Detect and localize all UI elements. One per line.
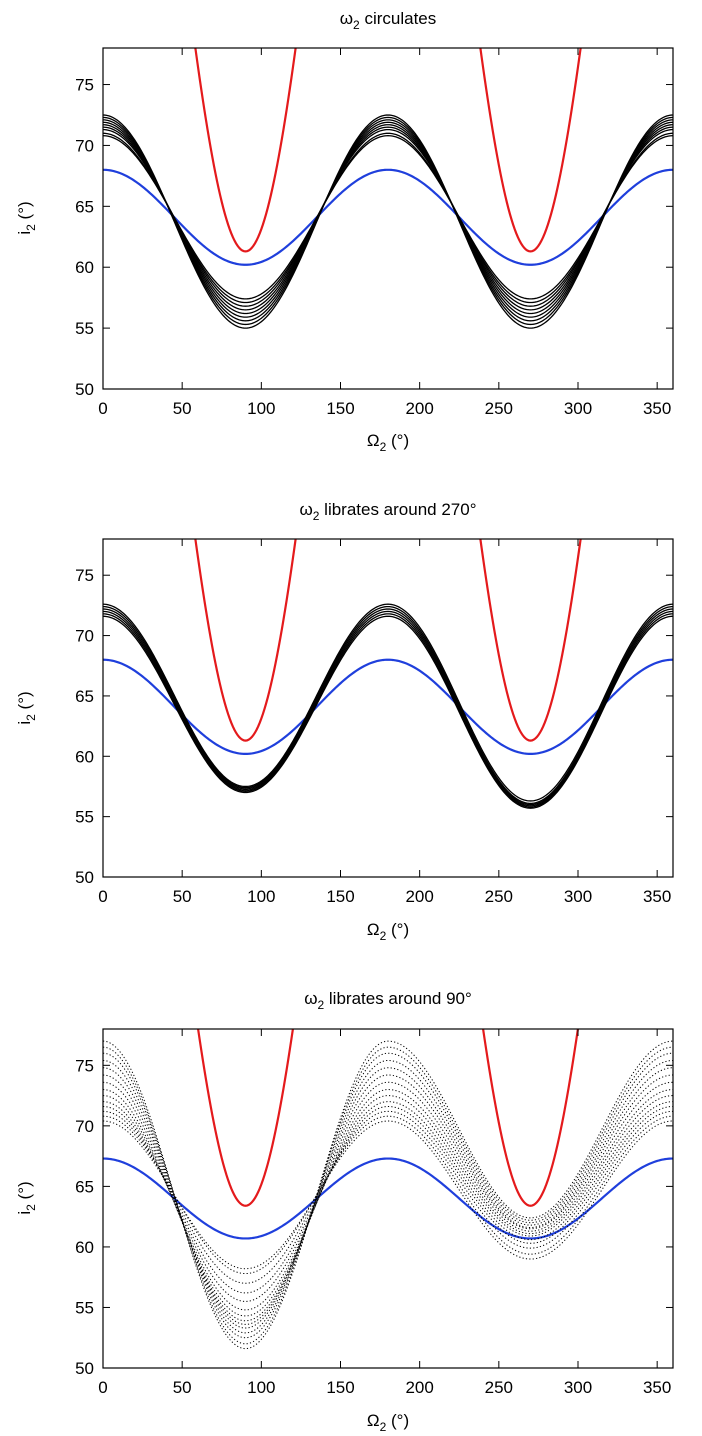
panel-2-y-tick-label: 70: [75, 627, 94, 646]
panel-1-x-tick-label: 350: [643, 399, 671, 418]
panel-3-x-tick-label: 300: [564, 1378, 592, 1397]
panel-1-series-layer: [103, 48, 673, 329]
panel-1-y-axis-label: i2 (°): [15, 201, 38, 234]
panel-3-orbit-trajectory: [103, 1101, 673, 1302]
panel-3-y-tick-label: 65: [75, 1177, 94, 1196]
panel-3-orbit-trajectory: [103, 1067, 673, 1329]
panel-1-red-curve: [194, 48, 582, 253]
panel-2-orbit-trajectory: [103, 603, 673, 802]
panel-3-series-layer: [103, 1029, 673, 1350]
panel-2-x-tick-label: 300: [564, 887, 592, 906]
panel-3: ω2 librates around 90° 0 50 100 150 200 250 30…: [15, 989, 674, 1434]
panel-3-x-tick-label: 50: [173, 1378, 192, 1397]
panel-1-x-tick-label: 100: [247, 399, 275, 418]
panel-2-y-tick-label: 60: [75, 747, 94, 766]
panel-3-orbit-trajectory: [103, 1052, 673, 1339]
panel-2-y-tick-label: 65: [75, 687, 94, 706]
panel-3-x-tick-label: 250: [485, 1378, 513, 1397]
panel-2-x-tick-label: 200: [405, 887, 433, 906]
panel-1-x-tick-label: 150: [326, 399, 354, 418]
panel-3-orbit-trajectory: [103, 1074, 673, 1325]
panel-2-blue-curve: [103, 658, 673, 755]
panel-1-x-tick-label: 250: [485, 399, 513, 418]
panel-1-y-tick-label: 65: [75, 197, 94, 216]
panel-2-title: ω2 librates around 270°: [299, 500, 476, 523]
panel-1-title: ω2 circulates: [340, 9, 437, 32]
panel-3-orbit-trajectory: [103, 1110, 673, 1284]
panel-1-plot-frame: [102, 47, 674, 390]
panel-3-plot-frame: [102, 1028, 674, 1369]
panel-1-orbit-trajectory: [103, 135, 673, 300]
panel-1-orbit-trajectory: [103, 126, 673, 311]
panel-2-series-layer: [103, 539, 673, 809]
panel-3-x-tick-label: 0: [98, 1378, 107, 1397]
panel-1-x-axis-label: Ω2 (°): [367, 431, 409, 454]
panel-3-orbit-trajectory: [103, 1089, 673, 1317]
panel-1-orbit-trajectory: [103, 124, 673, 315]
panel-1-y-tick-label: 55: [75, 319, 94, 338]
panel-3-orbit-trajectory: [103, 1095, 673, 1311]
panel-1-y-tick-label: 50: [75, 380, 94, 399]
panel-1-x-tick-label: 300: [564, 399, 592, 418]
panel-3-blue-curve: [103, 1157, 673, 1240]
panel-2-y-tick-label: 55: [75, 808, 94, 827]
panel-3-x-tick-label: 100: [247, 1378, 275, 1397]
panel-1-orbit-trajectory: [103, 119, 673, 322]
panel-1: ω2 circulates 0 50 100 150 200 250 300 35050556…: [15, 9, 674, 454]
panel-2-y-axis-label: i2 (°): [15, 691, 38, 724]
panel-3-red-curve: [196, 1029, 580, 1207]
panel-3-y-tick-label: 55: [75, 1298, 94, 1317]
panel-3-orbit-trajectory: [103, 1081, 673, 1322]
panel-2-x-tick-label: 0: [98, 887, 107, 906]
panel-2: ω2 librates around 270° 0 50 100 150 200 250 3…: [15, 500, 674, 943]
panel-3-y-tick-label: 75: [75, 1056, 94, 1075]
panel-2-x-tick-label: 100: [247, 887, 275, 906]
panel-2-plot-frame: [102, 538, 674, 878]
panel-2-orbit-trajectory: [103, 610, 673, 807]
panel-2-x-tick-label: 150: [326, 887, 354, 906]
panel-1-blue-curve: [103, 168, 673, 266]
panel-2-orbit-trajectory: [103, 608, 673, 806]
panel-3-orbit-trajectory: [103, 1040, 673, 1350]
panel-2-red-curve: [194, 539, 582, 742]
panel-1-orbit-trajectory: [103, 132, 673, 304]
panel-1-y-tick-label: 60: [75, 258, 94, 277]
panel-2-y-tick-label: 50: [75, 868, 94, 887]
panel-1-orbit-trajectory: [103, 128, 673, 307]
panel-1-x-tick-label: 50: [173, 399, 192, 418]
panel-2-y-tick-label: 75: [75, 566, 94, 585]
panel-2-orbit-trajectory: [103, 615, 673, 809]
panel-3-orbit-trajectory: [103, 1105, 673, 1294]
panel-3-x-tick-label: 150: [326, 1378, 354, 1397]
panel-3-y-tick-label: 50: [75, 1359, 94, 1378]
panel-2-x-tick-label: 350: [643, 887, 671, 906]
panel-3-orbit-trajectory: [103, 1046, 673, 1345]
panel-1-x-tick-label: 0: [98, 399, 107, 418]
panel-2-orbit-trajectory: [103, 605, 673, 805]
panel-3-x-tick-label: 350: [643, 1378, 671, 1397]
panel-3-x-tick-label: 200: [405, 1378, 433, 1397]
panel-3-y-tick-label: 70: [75, 1117, 94, 1136]
panel-3-orbit-trajectory: [103, 1115, 673, 1275]
panel-1-y-tick-label: 75: [75, 76, 94, 95]
panel-1-orbit-trajectory: [103, 116, 673, 326]
panel-1-x-tick-label: 200: [405, 399, 433, 418]
panel-2-x-axis-label: Ω2 (°): [367, 920, 409, 943]
panel-2-orbit-trajectory: [103, 613, 673, 808]
panel-3-x-axis-label: Ω2 (°): [367, 1411, 409, 1434]
panel-1-orbit-trajectory: [103, 114, 673, 329]
panel-3-title: ω2 librates around 90°: [304, 989, 472, 1012]
panel-1-orbit-trajectory: [103, 121, 673, 318]
panel-3-orbit-trajectory: [103, 1059, 673, 1334]
panel-2-x-tick-label: 250: [485, 887, 513, 906]
panel-3-y-tick-label: 60: [75, 1238, 94, 1257]
panel-1-y-tick-label: 70: [75, 136, 94, 155]
panel-3-orbit-trajectory: [103, 1120, 673, 1270]
panel-2-x-tick-label: 50: [173, 887, 192, 906]
panel-3-y-axis-label: i2 (°): [15, 1181, 38, 1214]
